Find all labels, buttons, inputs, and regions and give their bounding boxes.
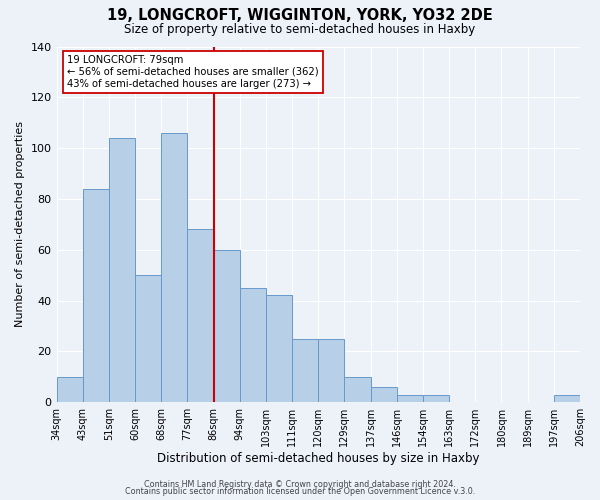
Bar <box>397 394 423 402</box>
Bar <box>240 288 266 402</box>
Text: 19 LONGCROFT: 79sqm
← 56% of semi-detached houses are smaller (362)
43% of semi-: 19 LONGCROFT: 79sqm ← 56% of semi-detach… <box>67 56 319 88</box>
Bar <box>292 338 318 402</box>
Bar <box>266 296 292 402</box>
Bar <box>161 133 187 402</box>
X-axis label: Distribution of semi-detached houses by size in Haxby: Distribution of semi-detached houses by … <box>157 452 479 465</box>
Y-axis label: Number of semi-detached properties: Number of semi-detached properties <box>15 122 25 328</box>
Bar <box>554 394 580 402</box>
Bar <box>109 138 135 402</box>
Bar <box>187 230 214 402</box>
Text: Size of property relative to semi-detached houses in Haxby: Size of property relative to semi-detach… <box>124 22 476 36</box>
Bar <box>135 275 161 402</box>
Text: Contains HM Land Registry data © Crown copyright and database right 2024.: Contains HM Land Registry data © Crown c… <box>144 480 456 489</box>
Bar <box>83 189 109 402</box>
Bar <box>56 377 83 402</box>
Bar <box>423 394 449 402</box>
Bar <box>318 338 344 402</box>
Text: Contains public sector information licensed under the Open Government Licence v.: Contains public sector information licen… <box>125 488 475 496</box>
Bar <box>344 377 371 402</box>
Text: 19, LONGCROFT, WIGGINTON, YORK, YO32 2DE: 19, LONGCROFT, WIGGINTON, YORK, YO32 2DE <box>107 8 493 22</box>
Bar <box>371 387 397 402</box>
Bar <box>214 250 240 402</box>
